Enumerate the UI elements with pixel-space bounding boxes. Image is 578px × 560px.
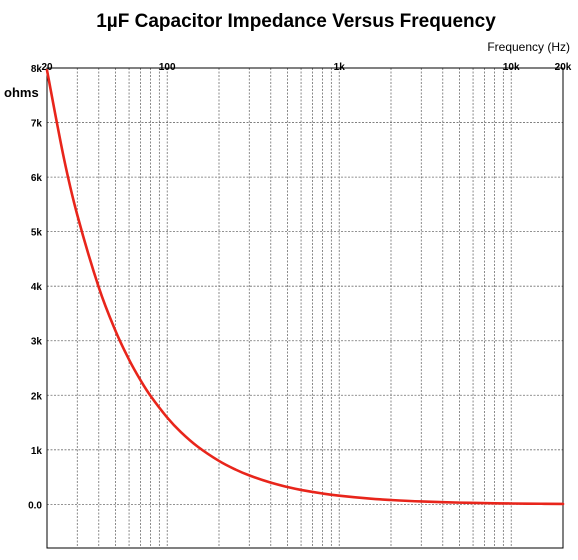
y-tick-label: 5k <box>31 228 43 239</box>
x-axis-label: Frequency (Hz) <box>487 40 570 54</box>
y-tick-label: 0.0 <box>28 500 42 511</box>
y-tick-labels: 8k 7k 6k 5k 4k 3k 2k 1k 0.0 <box>28 64 42 511</box>
plot-frame <box>46 67 564 549</box>
grid <box>47 67 563 548</box>
y-tick-label: 1k <box>31 446 43 457</box>
y-tick-label: 8k <box>31 64 43 75</box>
y-tick-label: 7k <box>31 119 43 130</box>
series-layer <box>45 68 565 506</box>
y-tick-label: 4k <box>31 282 43 293</box>
y-tick-label: 6k <box>31 173 43 184</box>
impedance-line <box>45 68 565 506</box>
y-tick-label: 2k <box>31 391 43 402</box>
y-tick-label: 3k <box>31 337 43 348</box>
y-axis-label: ohms <box>4 85 39 100</box>
chart-title: 1µF Capacitor Impedance Versus Frequency <box>96 11 496 32</box>
